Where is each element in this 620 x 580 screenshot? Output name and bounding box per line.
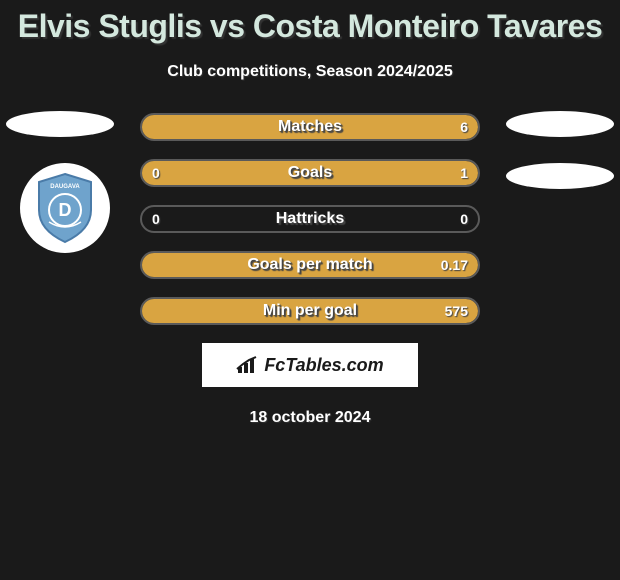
stat-value-left: 0	[152, 165, 160, 181]
stat-label: Goals	[142, 164, 478, 182]
stat-label: Min per goal	[142, 302, 478, 320]
stat-value-right: 6	[460, 119, 468, 135]
stat-value-right: 575	[445, 303, 468, 319]
stat-value-left: 0	[152, 211, 160, 227]
stat-row: Goals per match0.17	[140, 251, 480, 279]
stat-value-right: 1	[460, 165, 468, 181]
right-player-ellipse-2	[506, 163, 614, 189]
stat-value-right: 0	[460, 211, 468, 227]
brand-text: FcTables.com	[264, 355, 383, 376]
page-subtitle: Club competitions, Season 2024/2025	[0, 63, 620, 81]
stat-value-right: 0.17	[441, 257, 468, 273]
stat-bars: Matches6Goals01Hattricks00Goals per matc…	[140, 113, 480, 325]
right-player-ellipse-1	[506, 111, 614, 137]
brand-box: FcTables.com	[202, 343, 418, 387]
badge-text: DAUGAVA	[50, 184, 80, 190]
stat-row: Goals0 1	[140, 159, 480, 187]
footer-date: 18 october 2024	[0, 409, 620, 427]
stat-row: Hattricks0 0	[140, 205, 480, 233]
comparison-panel: DAUGAVA D Matches6Goals01Hattricks00Goal…	[0, 113, 620, 325]
stat-label: Goals per match	[142, 256, 478, 274]
page-title: Elvis Stuglis vs Costa Monteiro Tavares	[0, 0, 620, 45]
svg-text:D: D	[59, 200, 72, 220]
stat-row: Matches6	[140, 113, 480, 141]
shield-icon: DAUGAVA D	[35, 172, 95, 244]
bar-chart-icon	[236, 355, 260, 375]
stat-label: Matches	[142, 118, 478, 136]
left-club-badge: DAUGAVA D	[20, 163, 110, 253]
stat-row: Min per goal575	[140, 297, 480, 325]
left-player-ellipse-1	[6, 111, 114, 137]
stat-label: Hattricks	[142, 210, 478, 228]
